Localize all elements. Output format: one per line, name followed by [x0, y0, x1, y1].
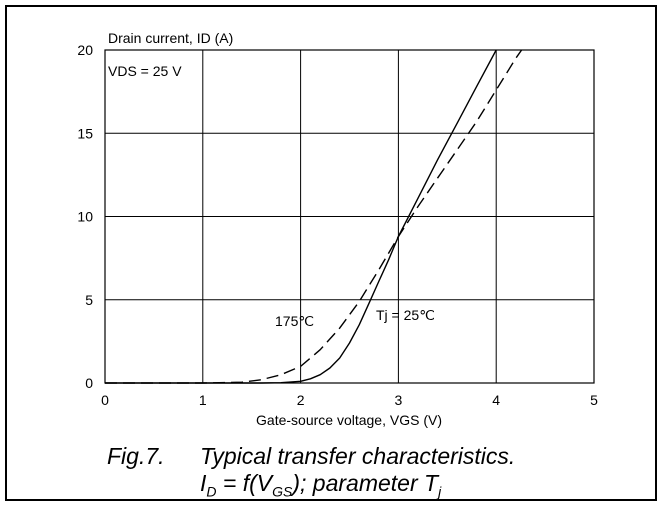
- y-tick-label: 20: [77, 42, 93, 58]
- y-tick-label: 10: [77, 209, 93, 225]
- y-tick-label: 5: [85, 292, 93, 308]
- series-label-25c: Tj = 25℃: [376, 307, 435, 323]
- x-tick-label: 3: [395, 392, 403, 408]
- series-line-25c: [105, 49, 497, 384]
- x-tick-label: 0: [101, 392, 109, 408]
- plot-area: [104, 49, 595, 384]
- y-tick-label: 15: [77, 125, 93, 141]
- x-tick-label: 4: [492, 392, 500, 408]
- x-tick-label: 1: [199, 392, 207, 408]
- series-line-175c: [105, 49, 523, 384]
- series-lines: [105, 49, 523, 384]
- ticks: 0 1 2 3 4 5 0 5 10 15 20: [77, 42, 598, 408]
- figure-frame: [5, 5, 657, 501]
- condition-label: VDS = 25 V: [108, 63, 182, 79]
- y-axis-label: Drain current, ID (A): [108, 30, 233, 46]
- series-label-175c: 175℃: [275, 313, 314, 329]
- x-tick-label: 2: [297, 392, 305, 408]
- y-tick-label: 0: [85, 375, 93, 391]
- x-axis-label: Gate-source voltage, VGS (V): [256, 412, 442, 428]
- x-tick-label: 5: [590, 392, 598, 408]
- grid: [105, 50, 594, 383]
